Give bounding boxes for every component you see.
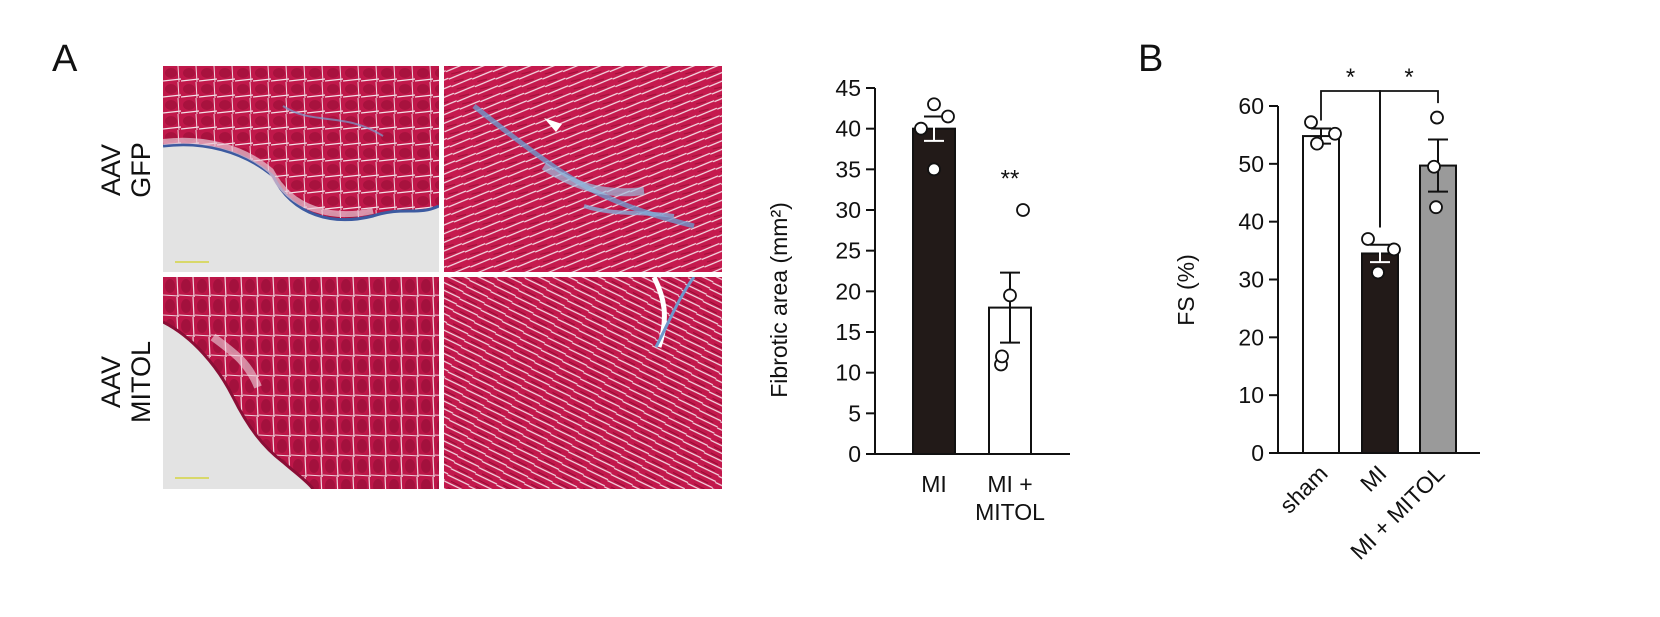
data-point [1430, 110, 1444, 125]
chart-fibrotic-area: Fibrotic area (mm²) 0 5 10 15 20 25 30 35 40 45 **… [766, 75, 1070, 525]
data-point [1387, 242, 1401, 257]
data-point [941, 109, 955, 124]
y-axis-label: Fibrotic area (mm²) [766, 202, 792, 398]
data-point [927, 162, 941, 177]
row-label-line2: GFP [126, 142, 156, 198]
y-tick-label: 0 [848, 441, 861, 467]
data-point [1361, 232, 1375, 246]
plot-area: 0 5 10 15 20 25 30 35 40 45 ** MI MI +MITOL [835, 75, 1070, 525]
y-tick-label: 0 [1251, 440, 1264, 466]
y-tick-label: 20 [835, 278, 861, 304]
x-tick-label: sham [1274, 460, 1332, 518]
x-tick-label: MI [921, 471, 947, 497]
scale-bar [175, 261, 209, 263]
significance-label: * [1404, 64, 1413, 91]
y-tick-label: 45 [835, 75, 861, 101]
y-tick-label: 50 [1238, 151, 1264, 177]
row-label-aav-gfp: AAV GFP [96, 70, 156, 270]
y-axis-label: FS (%) [1173, 254, 1199, 326]
micrograph-gfp-edge [163, 66, 439, 272]
data-point [1371, 265, 1385, 280]
data-point [914, 121, 928, 136]
micrograph-gfp-fibrosis [444, 66, 722, 272]
y-tick-label: 40 [1238, 209, 1264, 235]
micrograph-mitol-fibrosis [444, 277, 722, 489]
data-point [1003, 288, 1017, 303]
y-tick-label: 15 [835, 319, 861, 345]
data-point [1016, 203, 1030, 217]
y-tick-label: 10 [1238, 382, 1264, 408]
significance-bracket [1379, 90, 1439, 228]
y-tick-label: 30 [835, 197, 861, 223]
y-tick-label: 35 [835, 156, 861, 182]
row-label-line1: AAV [96, 355, 126, 409]
significance-label: ** [1001, 166, 1020, 193]
significance-label: * [1346, 64, 1355, 91]
x-tick-label: MI + [987, 471, 1032, 497]
micrograph-mitol-edge [163, 277, 439, 489]
bar [1361, 252, 1399, 454]
panel-label-a: A [52, 38, 78, 80]
x-tick-label: MI [1355, 460, 1391, 496]
y-tick-label: 25 [835, 238, 861, 264]
row-label-line1: AAV [96, 143, 126, 197]
data-point [1429, 200, 1443, 215]
bar [912, 127, 956, 456]
y-tick-label: 60 [1238, 93, 1264, 119]
y-tick-label: 40 [835, 116, 861, 142]
y-tick-label: 10 [835, 360, 861, 386]
bar [1302, 135, 1340, 454]
panel-label-b: B [1138, 38, 1164, 80]
row-label-line2: MITOL [126, 341, 156, 424]
y-tick-label: 30 [1238, 267, 1264, 293]
row-label-aav-mitol: AAV MITOL [96, 282, 156, 482]
data-point [927, 97, 941, 112]
data-point [995, 349, 1009, 364]
data-point [1310, 136, 1324, 151]
y-tick-label: 5 [848, 400, 861, 426]
x-tick-label: MITOL [975, 499, 1045, 525]
y-tick-label: 20 [1238, 324, 1264, 350]
data-point [1328, 126, 1342, 141]
data-point [1427, 159, 1441, 174]
data-point [1304, 115, 1318, 130]
scale-bar [175, 477, 209, 479]
